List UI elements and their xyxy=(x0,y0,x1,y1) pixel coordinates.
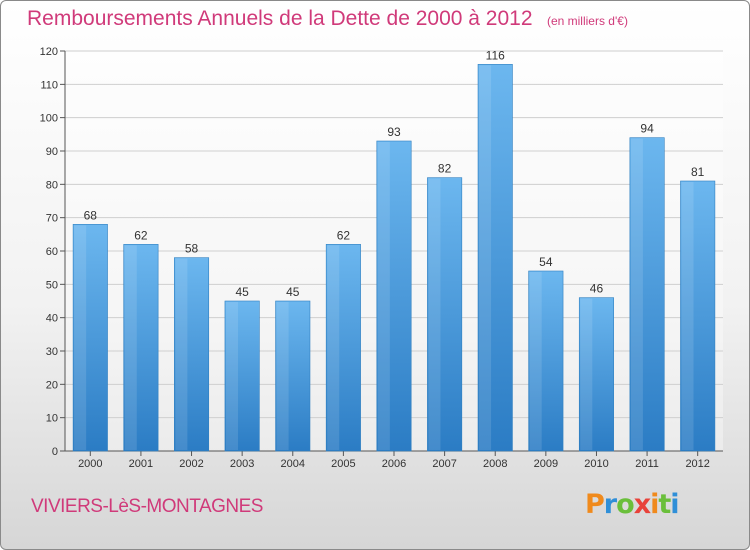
bar-2009 xyxy=(528,270,564,452)
bar-highlight xyxy=(529,272,542,450)
x-tick-label: 2007 xyxy=(432,458,456,470)
x-tick-label: 2002 xyxy=(179,458,203,470)
value-label: 82 xyxy=(438,162,452,176)
chart-unit: (en milliers d'€) xyxy=(546,14,628,28)
y-tick-label: 20 xyxy=(46,379,58,391)
value-label: 68 xyxy=(84,208,98,222)
bar-highlight xyxy=(175,258,188,450)
y-tick-label: 10 xyxy=(46,413,58,425)
value-label: 58 xyxy=(185,242,199,256)
bar-2003 xyxy=(224,300,260,452)
value-label: 45 xyxy=(286,285,300,299)
label-layer: 68 2000 62 2001 58 2002 45 2003 45 2004 62 2005 93 20… xyxy=(78,48,710,470)
y-tick-label: 100 xyxy=(40,113,58,125)
bar-highlight xyxy=(377,142,390,450)
bar-2002 xyxy=(174,257,210,452)
value-label: 46 xyxy=(590,282,604,296)
x-tick-label: 2001 xyxy=(129,458,153,470)
y-tick-label: 120 xyxy=(40,46,58,58)
chart-title: Remboursements Annuels de la Dette de 20… xyxy=(27,7,533,30)
y-tick-label: 70 xyxy=(46,213,58,225)
bar-highlight xyxy=(630,138,643,450)
x-tick-label: 2012 xyxy=(685,458,709,470)
bar-2006 xyxy=(376,140,412,452)
bar-2005 xyxy=(325,244,361,452)
x-tick-label: 2000 xyxy=(78,458,102,470)
y-tick-label: 0 xyxy=(52,446,58,458)
value-label: 62 xyxy=(337,228,351,242)
bar-2004 xyxy=(275,300,311,452)
bar-2012 xyxy=(680,180,716,452)
value-label: 116 xyxy=(486,48,505,62)
value-label: 94 xyxy=(640,122,654,136)
proxiti-logo[interactable]: Proxiti xyxy=(585,489,680,520)
x-tick-label: 2006 xyxy=(382,458,406,470)
bar-2010 xyxy=(578,297,614,452)
value-label: 45 xyxy=(235,285,249,299)
value-label: 54 xyxy=(539,255,553,269)
bar-highlight xyxy=(580,298,593,450)
x-tick-label: 2010 xyxy=(584,458,608,470)
bar-2001 xyxy=(123,244,159,452)
y-tick-label: 110 xyxy=(40,79,58,91)
value-label: 81 xyxy=(691,165,705,179)
x-tick-label: 2009 xyxy=(534,458,558,470)
value-label: 62 xyxy=(134,228,148,242)
bar-highlight xyxy=(327,245,340,450)
y-tick-label: 30 xyxy=(46,346,58,358)
bar-2011 xyxy=(629,137,665,452)
bar-highlight xyxy=(225,302,238,450)
bar-highlight xyxy=(681,182,694,450)
chart-title-row: Remboursements Annuels de la Dette de 20… xyxy=(27,7,628,31)
y-tick-label: 80 xyxy=(46,179,58,191)
bar-highlight xyxy=(428,178,441,450)
bar-highlight xyxy=(124,245,137,450)
x-tick-label: 2003 xyxy=(230,458,254,470)
x-tick-label: 2005 xyxy=(331,458,355,470)
bar-2000 xyxy=(72,224,108,452)
bar-2008 xyxy=(477,64,513,452)
y-tick-label: 90 xyxy=(46,146,58,158)
x-tick-label: 2008 xyxy=(483,458,507,470)
bar-highlight xyxy=(479,65,492,450)
bar-2007 xyxy=(427,177,463,452)
x-tick-label: 2004 xyxy=(281,458,305,470)
bar-highlight xyxy=(276,302,289,450)
bar-highlight xyxy=(74,225,87,450)
x-tick-label: 2011 xyxy=(635,458,659,470)
y-tick-label: 40 xyxy=(46,313,58,325)
y-tick-label: 60 xyxy=(46,246,58,258)
y-tick-label: 50 xyxy=(46,279,58,291)
value-label: 93 xyxy=(387,125,401,139)
commune-name: VIVIERS-LèS-MONTAGNES xyxy=(31,496,263,517)
bar-layer xyxy=(72,64,716,452)
